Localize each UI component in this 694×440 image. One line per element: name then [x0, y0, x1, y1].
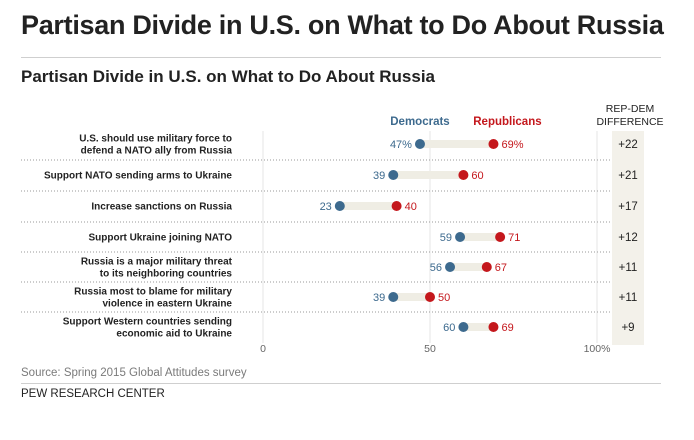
- legend-democrats: Democrats: [390, 116, 449, 128]
- dem-dot-4: [445, 262, 456, 272]
- dem-value-label-4: 56: [430, 262, 442, 274]
- rep-value-label-2: 40: [405, 201, 417, 213]
- dem-dot-5: [388, 292, 399, 302]
- dem-dot-0: [414, 139, 425, 149]
- difference-value-1: +21: [618, 170, 638, 182]
- difference-header-line1: REP-DEM: [605, 103, 655, 115]
- category-label-6-0: Support Western countries sending: [63, 317, 232, 328]
- range-bar-4: [450, 263, 487, 271]
- range-bar-0: [419, 140, 494, 148]
- category-label-1-0: Support NATO sending arms to Ukraine: [44, 171, 232, 182]
- main-title: Partisan Divide in U.S. on What to Do Ab…: [21, 10, 664, 40]
- x-tick-label-2: 100%: [584, 343, 611, 355]
- difference-header: REP-DEM DIFFERENCE: [590, 103, 670, 128]
- title-divider: [21, 57, 661, 58]
- range-bar-6: [463, 323, 494, 331]
- rep-value-label-4: 67: [495, 262, 507, 274]
- category-label-4-1: to its neighboring countries: [100, 269, 233, 280]
- rep-value-label-5: 50: [438, 292, 450, 304]
- source-note: Source: Spring 2015 Global Attitudes sur…: [21, 367, 247, 379]
- chart-title: Partisan Divide in U.S. on What to Do Ab…: [21, 67, 436, 86]
- category-label-2-0: Increase sanctions on Russia: [91, 202, 232, 213]
- range-bar-3: [460, 233, 501, 241]
- dem-dot-6: [458, 322, 469, 332]
- difference-value-4: +11: [619, 262, 638, 274]
- category-label-0-1: defend a NATO ally from Russia: [81, 146, 233, 157]
- difference-value-3: +12: [618, 232, 638, 244]
- range-bar-1: [393, 171, 464, 179]
- rep-value-label-0: 69%: [501, 139, 523, 151]
- dem-dot-1: [388, 170, 399, 180]
- rep-value-label-3: 71: [508, 232, 520, 244]
- category-label-5-0: Russia most to blame for military: [74, 287, 232, 298]
- dem-value-label-0: 47%: [390, 139, 412, 151]
- rep-dot-5: [425, 292, 435, 302]
- rep-dot-3: [495, 232, 506, 242]
- category-label-4-0: Russia is a major military threat: [81, 257, 233, 268]
- category-label-0-0: U.S. should use military force to: [79, 134, 232, 145]
- rep-dot-1: [458, 170, 469, 180]
- x-tick-label-1: 50: [424, 343, 436, 355]
- dem-dot-3: [455, 232, 466, 242]
- range-bar-2: [339, 202, 397, 210]
- rep-dot-6: [488, 322, 499, 332]
- rep-dot-2: [391, 201, 402, 211]
- category-label-6-1: economic aid to Ukraine: [116, 329, 232, 340]
- difference-value-5: +11: [619, 292, 638, 304]
- rep-value-label-6: 69: [501, 322, 513, 334]
- dem-value-label-1: 39: [373, 170, 385, 182]
- rep-dot-4: [481, 262, 492, 272]
- brand-name: PEW RESEARCH CENTER: [21, 388, 165, 400]
- range-bar-5: [393, 293, 430, 301]
- rep-value-label-1: 60: [471, 170, 483, 182]
- category-label-5-1: violence in eastern Ukraine: [102, 299, 232, 310]
- dem-value-label-6: 60: [443, 322, 455, 334]
- rep-dot-0: [488, 139, 499, 149]
- dem-dot-2: [334, 201, 345, 211]
- difference-value-0: +22: [618, 139, 638, 151]
- dem-value-label-3: 59: [440, 232, 452, 244]
- difference-value-2: +17: [618, 201, 638, 213]
- difference-column-background: [612, 131, 644, 345]
- difference-header-line2: DIFFERENCE: [596, 115, 664, 128]
- legend-republicans: Republicans: [473, 116, 541, 128]
- difference-value-6: +9: [621, 322, 634, 334]
- category-label-3-0: Support Ukraine joining NATO: [88, 233, 232, 244]
- x-tick-label-0: 0: [260, 343, 266, 355]
- footer-divider: [21, 383, 661, 384]
- dem-value-label-5: 39: [373, 292, 385, 304]
- dem-value-label-2: 23: [320, 201, 332, 213]
